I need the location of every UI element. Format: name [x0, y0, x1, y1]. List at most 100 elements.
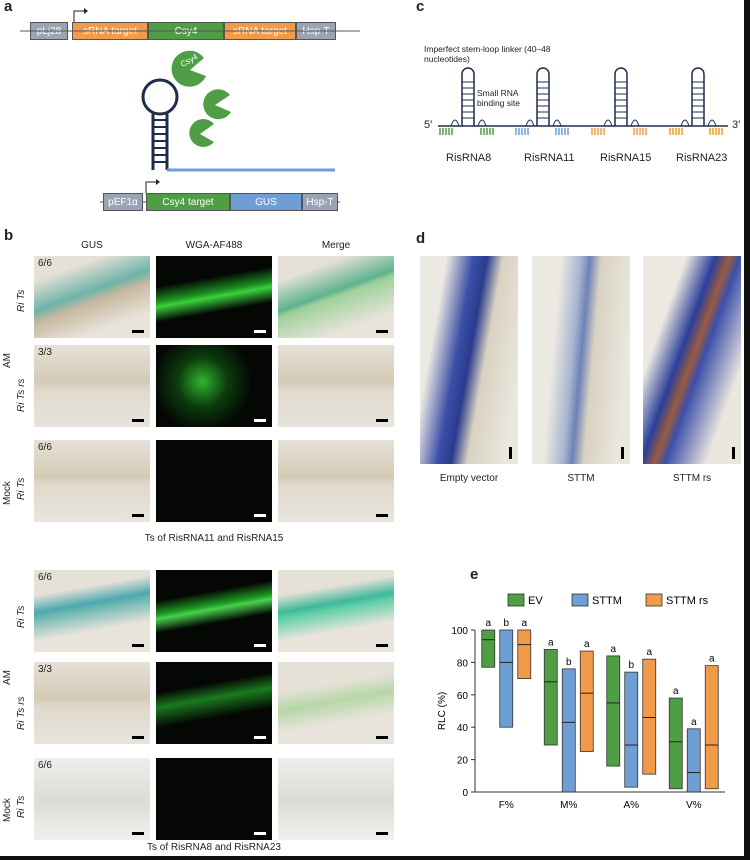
box-sttm-rs — [704, 665, 719, 790]
gus-image: 6/6 — [34, 570, 150, 652]
merge-image — [278, 345, 394, 427]
box-ev — [481, 629, 496, 668]
gus-image: 6/6 — [34, 440, 150, 522]
header-gus: GUS — [81, 240, 103, 251]
header-merge: Merge — [321, 240, 351, 251]
am-group-label: AM — [2, 353, 13, 368]
row-label: Ri Ts — [16, 289, 27, 312]
mock-label: Mock — [2, 481, 13, 505]
row-label: Ri Ts rs — [16, 378, 27, 412]
gus-image: 6/6 — [34, 758, 150, 840]
panel-b-label: b — [4, 227, 14, 244]
significance-letter: a — [521, 618, 527, 629]
box-ev — [543, 649, 558, 746]
caption-bottom-block: Ts of RisRNA8 and RisRNA23 — [147, 842, 281, 853]
significance-letter: a — [584, 639, 590, 650]
gus-image: 3/3 — [34, 662, 150, 744]
construct-gus: GUS — [230, 193, 302, 211]
wga-image — [156, 570, 272, 652]
csy4-protein-icon — [189, 119, 214, 147]
box-ev — [668, 697, 683, 790]
legend-label: EV — [528, 595, 543, 607]
merge-image — [278, 256, 394, 338]
wga-image — [156, 256, 272, 338]
row-label: Ri Ts rs — [16, 696, 27, 730]
panel-a-drawing — [20, 8, 360, 203]
risrna11-label: RisRNA11 — [524, 152, 575, 164]
row-label: Ri Ts — [16, 795, 27, 818]
sttm-rs-label: STTM rs — [672, 473, 712, 484]
rlc-chart: EV STTM STTM rs 0 20 40 60 80 100 RLC (%) F% a b a M% a… — [437, 593, 725, 811]
csy4-protein-icon — [203, 89, 231, 120]
merge-image — [278, 440, 394, 522]
box-ev — [606, 655, 621, 767]
panel-e-label: e — [470, 566, 479, 583]
stem-loop-annotation: Imperfect stem-loop linker (40–48 nucleo… — [424, 44, 551, 64]
y-tick-label: 40 — [457, 723, 469, 734]
significance-letter: a — [691, 717, 697, 728]
x-tick-label: M% — [560, 800, 577, 811]
significance-letter: a — [610, 644, 616, 655]
risrna8-label: RisRNA8 — [446, 152, 492, 164]
empty-vector-label: Empty vector — [439, 473, 499, 484]
binding-site-annotation: Small RNA binding site — [477, 88, 521, 108]
construct-promoter-pEF1a: pEF1α — [103, 193, 143, 211]
significance-letter: a — [548, 637, 554, 648]
construct-csy4-target: Csy4 target — [146, 193, 230, 211]
significance-letter: b — [628, 660, 634, 671]
box-sttm — [624, 671, 639, 788]
significance-letter: a — [673, 686, 679, 697]
gus-image: 3/3 — [34, 345, 150, 427]
merge-image — [278, 758, 394, 840]
y-tick-label: 80 — [457, 658, 469, 669]
significance-letter: a — [709, 654, 715, 665]
risrna15-label: RisRNA15 — [600, 152, 652, 164]
three-prime-end: 3′ — [732, 119, 741, 131]
box-sttm — [499, 629, 514, 728]
legend-swatch — [507, 593, 525, 607]
sttm-label: STTM — [567, 473, 595, 484]
x-tick-label: F% — [499, 800, 514, 811]
box-sttm — [561, 668, 576, 793]
x-tick-label: A% — [623, 800, 639, 811]
merge-image — [278, 662, 394, 744]
wga-image — [156, 758, 272, 840]
mock-label: Mock — [2, 798, 13, 822]
row-label: Ri Ts — [16, 605, 27, 628]
csy4-protein-icon — [171, 50, 206, 87]
significance-letter: b — [503, 618, 509, 629]
five-prime-end: 5′ — [424, 119, 433, 131]
risrna23-label: RisRNA23 — [676, 152, 728, 164]
box-sttm-rs — [642, 658, 657, 775]
y-tick-label: 60 — [457, 691, 469, 702]
row-label: Ri Ts — [16, 477, 27, 500]
legend-swatch — [645, 593, 663, 607]
construct-hsp-t-2: Hsp-T — [302, 193, 338, 211]
wga-image — [156, 345, 272, 427]
legend-label: STTM rs — [666, 595, 709, 607]
wga-image — [156, 440, 272, 522]
y-tick-label: 20 — [457, 756, 469, 767]
legend-label: STTM — [592, 595, 622, 607]
box-sttm-rs — [517, 629, 532, 679]
y-tick-label: 100 — [451, 626, 468, 637]
merge-image — [278, 570, 394, 652]
y-axis-label: RLC (%) — [437, 692, 448, 730]
sttm-rs-image — [643, 256, 741, 464]
legend-swatch — [571, 593, 589, 607]
am-group-label: AM — [2, 670, 13, 685]
caption-top-block: Ts of RisRNA11 and RisRNA15 — [144, 533, 284, 544]
box-sttm — [686, 728, 701, 793]
significance-letter: a — [646, 647, 652, 658]
srna-sponge-diagram — [438, 67, 728, 135]
y-tick-label: 0 — [462, 788, 468, 799]
panel-d-label: d — [416, 230, 426, 247]
empty-vector-image — [420, 256, 518, 464]
significance-letter: a — [485, 618, 491, 629]
wga-image — [156, 662, 272, 744]
significance-letter: b — [566, 657, 572, 668]
panel-c-label: c — [416, 0, 425, 15]
sttm-image — [532, 256, 630, 464]
panel-a-label: a — [4, 0, 13, 15]
